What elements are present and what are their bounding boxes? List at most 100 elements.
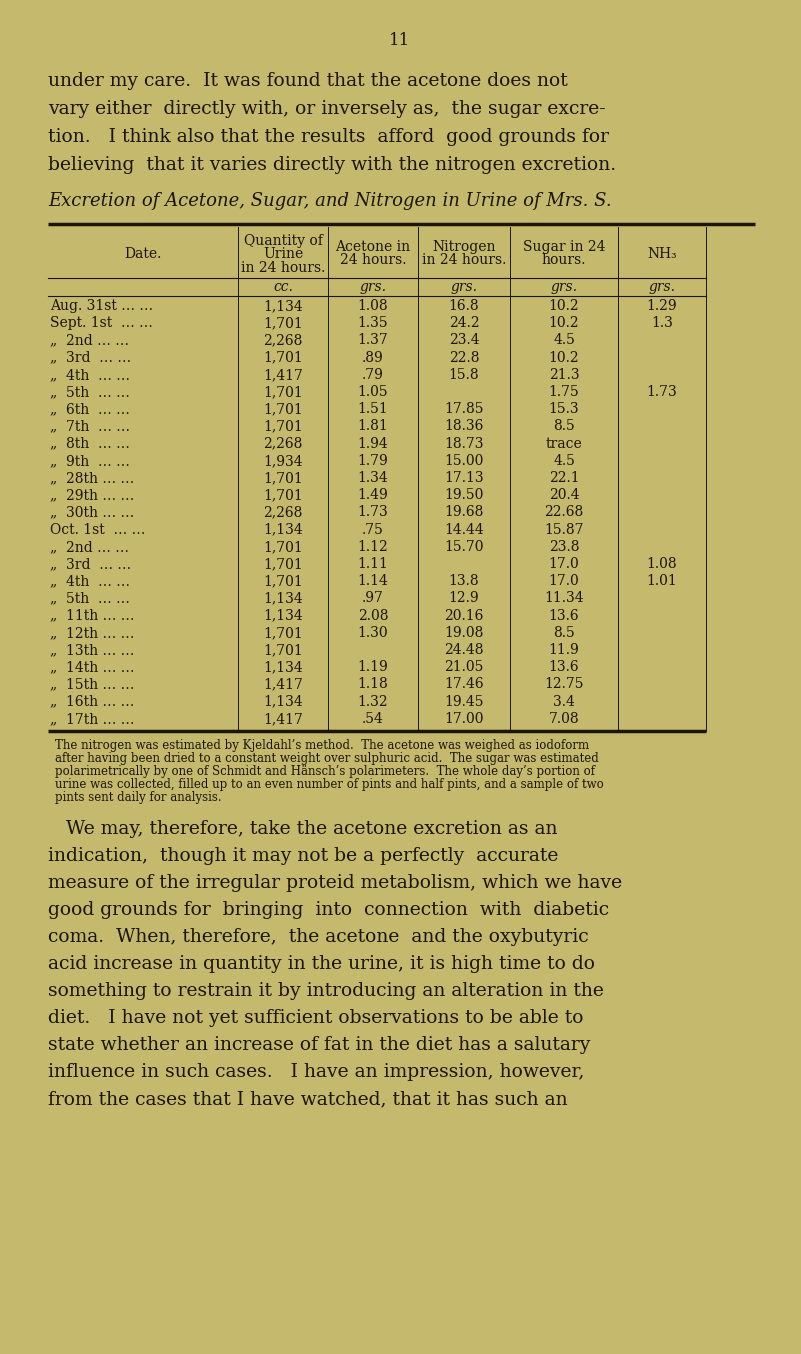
Text: 1.75: 1.75 [549, 385, 579, 399]
Text: diet.   I have not yet sufficient observations to be able to: diet. I have not yet sufficient observat… [48, 1009, 583, 1026]
Text: 1,417: 1,417 [263, 368, 303, 382]
Text: 8.5: 8.5 [553, 626, 575, 640]
Text: 17.0: 17.0 [549, 574, 579, 588]
Text: 1,701: 1,701 [263, 420, 303, 433]
Text: 1.08: 1.08 [358, 299, 388, 313]
Text: 13.8: 13.8 [449, 574, 479, 588]
Text: 1.14: 1.14 [357, 574, 388, 588]
Text: „  15th … …: „ 15th … … [50, 677, 135, 692]
Text: 22.1: 22.1 [549, 471, 579, 485]
Text: .97: .97 [362, 592, 384, 605]
Text: 20.16: 20.16 [445, 608, 484, 623]
Text: 8.5: 8.5 [553, 420, 575, 433]
Text: 1,134: 1,134 [263, 608, 303, 623]
Text: 22.68: 22.68 [545, 505, 584, 520]
Text: 7.08: 7.08 [549, 712, 579, 726]
Text: 1.37: 1.37 [357, 333, 388, 348]
Text: 17.13: 17.13 [445, 471, 484, 485]
Text: 15.8: 15.8 [449, 368, 479, 382]
Text: Acetone in: Acetone in [336, 240, 411, 255]
Text: 1,701: 1,701 [263, 402, 303, 416]
Text: Quantity of: Quantity of [244, 233, 323, 248]
Text: 1.01: 1.01 [646, 574, 678, 588]
Text: 12.75: 12.75 [544, 677, 584, 692]
Text: 1.32: 1.32 [358, 695, 388, 708]
Text: 15.00: 15.00 [445, 454, 484, 467]
Text: 23.4: 23.4 [449, 333, 479, 348]
Text: The nitrogen was estimated by Kjeldahl’s method.  The acetone was weighed as iod: The nitrogen was estimated by Kjeldahl’s… [55, 739, 589, 751]
Text: 1,134: 1,134 [263, 523, 303, 536]
Text: 16.8: 16.8 [449, 299, 479, 313]
Text: 15.70: 15.70 [445, 540, 484, 554]
Text: 1,701: 1,701 [263, 317, 303, 330]
Text: 21.05: 21.05 [445, 661, 484, 674]
Text: .54: .54 [362, 712, 384, 726]
Text: 10.2: 10.2 [549, 299, 579, 313]
Text: 3.4: 3.4 [553, 695, 575, 708]
Text: indication,  though it may not be a perfectly  accurate: indication, though it may not be a perfe… [48, 848, 558, 865]
Text: „  13th … …: „ 13th … … [50, 643, 135, 657]
Text: 1,134: 1,134 [263, 695, 303, 708]
Text: 12.9: 12.9 [449, 592, 479, 605]
Text: 1.94: 1.94 [357, 436, 388, 451]
Text: under my care.  It was found that the acetone does not: under my care. It was found that the ace… [48, 72, 568, 89]
Text: 1.08: 1.08 [646, 556, 678, 571]
Text: 15.3: 15.3 [549, 402, 579, 416]
Text: „  28th … …: „ 28th … … [50, 471, 135, 485]
Text: 1.81: 1.81 [357, 420, 388, 433]
Text: „  29th … …: „ 29th … … [50, 489, 135, 502]
Text: coma.  When, therefore,  the acetone  and the oxybutyric: coma. When, therefore, the acetone and t… [48, 927, 589, 946]
Text: 18.36: 18.36 [445, 420, 484, 433]
Text: 1,934: 1,934 [264, 454, 303, 467]
Text: 24.2: 24.2 [449, 317, 479, 330]
Text: acid increase in quantity in the urine, it is high time to do: acid increase in quantity in the urine, … [48, 955, 595, 974]
Text: „  2nd … …: „ 2nd … … [50, 540, 129, 554]
Text: cc.: cc. [273, 280, 293, 294]
Text: good grounds for  bringing  into  connection  with  diabetic: good grounds for bringing into connectio… [48, 900, 609, 919]
Text: Date.: Date. [124, 246, 162, 260]
Text: 10.2: 10.2 [549, 351, 579, 364]
Text: trace: trace [545, 436, 582, 451]
Text: influence in such cases.   I have an impression, however,: influence in such cases. I have an impre… [48, 1063, 585, 1080]
Text: 13.6: 13.6 [549, 608, 579, 623]
Text: „  9th  … …: „ 9th … … [50, 454, 130, 467]
Text: 1.30: 1.30 [358, 626, 388, 640]
Text: 17.46: 17.46 [445, 677, 484, 692]
Text: grs.: grs. [649, 280, 675, 294]
Text: 11.34: 11.34 [544, 592, 584, 605]
Text: .89: .89 [362, 351, 384, 364]
Text: 4.5: 4.5 [553, 454, 575, 467]
Text: 1.3: 1.3 [651, 317, 673, 330]
Text: grs.: grs. [550, 280, 578, 294]
Text: 23.8: 23.8 [549, 540, 579, 554]
Text: something to restrain it by introducing an alteration in the: something to restrain it by introducing … [48, 982, 604, 1001]
Text: polarimetrically by one of Schmidt and Hänsch’s polarimeters.  The whole day’s p: polarimetrically by one of Schmidt and H… [55, 765, 595, 779]
Text: „  3rd  … …: „ 3rd … … [50, 556, 131, 571]
Text: Sugar in 24: Sugar in 24 [523, 240, 606, 255]
Text: „  14th … …: „ 14th … … [50, 661, 135, 674]
Text: 19.08: 19.08 [445, 626, 484, 640]
Text: „  6th  … …: „ 6th … … [50, 402, 130, 416]
Text: „  5th  … …: „ 5th … … [50, 592, 130, 605]
Text: 17.85: 17.85 [445, 402, 484, 416]
Text: 15.87: 15.87 [544, 523, 584, 536]
Text: „  5th  … …: „ 5th … … [50, 385, 130, 399]
Text: 10.2: 10.2 [549, 317, 579, 330]
Text: 1,134: 1,134 [263, 592, 303, 605]
Text: 11: 11 [389, 32, 411, 49]
Text: 4.5: 4.5 [553, 333, 575, 348]
Text: 1.49: 1.49 [357, 489, 388, 502]
Text: 2,268: 2,268 [264, 505, 303, 520]
Text: 1,701: 1,701 [263, 351, 303, 364]
Text: 1,701: 1,701 [263, 574, 303, 588]
Text: 1.34: 1.34 [357, 471, 388, 485]
Text: 1.12: 1.12 [357, 540, 388, 554]
Text: hours.: hours. [541, 253, 586, 268]
Text: 24 hours.: 24 hours. [340, 253, 406, 268]
Text: 2,268: 2,268 [264, 436, 303, 451]
Text: vary either  directly with, or inversely as,  the sugar excre-: vary either directly with, or inversely … [48, 100, 606, 118]
Text: Aug. 31st … …: Aug. 31st … … [50, 299, 153, 313]
Text: Excretion of Acetone, Sugar, and Nitrogen in Urine of Mrs. S.: Excretion of Acetone, Sugar, and Nitroge… [48, 192, 612, 210]
Text: from the cases that I have watched, that it has such an: from the cases that I have watched, that… [48, 1090, 568, 1108]
Text: „  2nd … …: „ 2nd … … [50, 333, 129, 348]
